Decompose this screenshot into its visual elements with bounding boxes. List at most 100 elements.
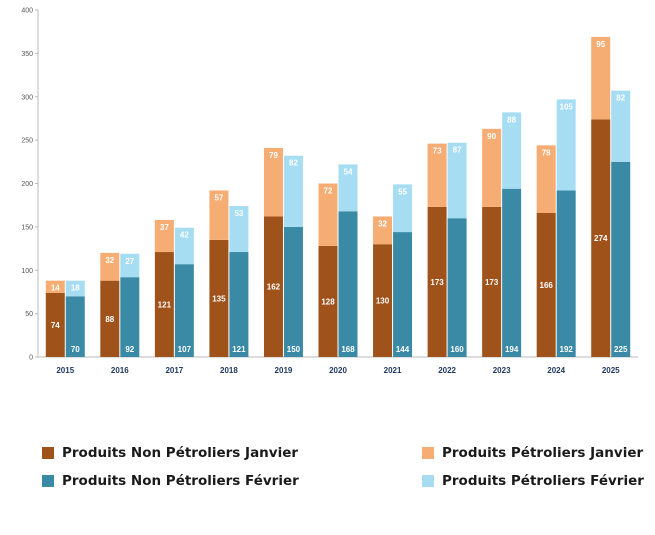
bar-segment xyxy=(209,190,229,240)
bar-segment xyxy=(338,164,358,212)
data-label: 150 xyxy=(287,345,301,354)
bar-segment xyxy=(556,99,576,191)
bar-segment xyxy=(502,112,522,189)
bar-segment xyxy=(447,142,467,219)
data-label: 168 xyxy=(341,345,355,354)
legend-label: Produits Non Pétroliers Janvier xyxy=(62,445,299,461)
bar-segment xyxy=(536,212,556,357)
data-label: 53 xyxy=(234,209,243,218)
legend-label: Produits Pétroliers Février xyxy=(442,473,644,489)
data-label: 72 xyxy=(324,187,333,196)
bar-segment xyxy=(174,227,194,265)
y-tick-label: 350 xyxy=(21,51,33,58)
x-tick-label: 2018 xyxy=(220,366,238,375)
data-label: 92 xyxy=(125,345,134,354)
bar-segment xyxy=(209,239,229,357)
data-label: 160 xyxy=(450,345,464,354)
data-label: 135 xyxy=(212,294,226,303)
data-label: 73 xyxy=(433,147,442,156)
data-label: 162 xyxy=(267,283,281,292)
data-label: 87 xyxy=(453,146,462,155)
x-tick-label: 2016 xyxy=(111,366,129,375)
legend-swatch xyxy=(422,475,434,487)
x-tick-label: 2015 xyxy=(56,366,74,375)
data-label: 90 xyxy=(487,132,496,141)
x-tick-label: 2024 xyxy=(547,366,565,375)
data-label: 14 xyxy=(51,284,60,293)
bar-segment xyxy=(100,252,120,281)
data-label: 79 xyxy=(269,151,278,160)
bar-segment xyxy=(283,226,303,357)
data-label: 130 xyxy=(376,297,390,306)
y-tick-label: 100 xyxy=(21,268,33,275)
data-label: 121 xyxy=(158,301,172,310)
data-label: 82 xyxy=(616,94,625,103)
legend-swatch xyxy=(422,447,434,459)
bar-segment xyxy=(154,219,174,253)
data-label: 173 xyxy=(430,278,444,287)
legend-item-petroliers-fevrier: Produits Pétroliers Février xyxy=(422,473,644,489)
data-label: 225 xyxy=(614,345,628,354)
bar-segment xyxy=(338,211,358,357)
y-tick-label: 150 xyxy=(21,224,33,231)
bar-segment xyxy=(120,253,140,278)
bar-segment xyxy=(318,245,338,357)
data-label: 70 xyxy=(71,345,80,354)
legend-item-petroliers-janvier: Produits Pétroliers Janvier xyxy=(422,445,643,461)
data-label: 121 xyxy=(232,345,246,354)
bar-segment xyxy=(556,190,576,357)
x-tick-label: 2020 xyxy=(329,366,347,375)
bar-segment xyxy=(536,145,556,213)
bar-segment xyxy=(373,244,393,357)
x-tick-label: 2019 xyxy=(275,366,293,375)
bar-segment xyxy=(174,264,194,357)
bar-segment xyxy=(591,119,611,358)
bar-segment xyxy=(393,232,413,357)
legend-item-non-petroliers-fevrier: Produits Non Pétroliers Février xyxy=(42,473,299,489)
data-label: 88 xyxy=(507,115,516,124)
legend-label: Produits Pétroliers Janvier xyxy=(442,445,644,461)
legend-swatch xyxy=(42,447,54,459)
x-tick-label: 2021 xyxy=(384,366,402,375)
data-label: 128 xyxy=(321,297,335,306)
data-label: 194 xyxy=(505,345,519,354)
bar-segment xyxy=(100,280,120,357)
x-tick-label: 2017 xyxy=(165,366,183,375)
bar-segment xyxy=(65,280,85,297)
bar-segment xyxy=(45,280,65,293)
data-label: 32 xyxy=(105,256,114,265)
bar-segment xyxy=(502,188,522,357)
y-tick-label: 0 xyxy=(29,355,33,362)
data-label: 173 xyxy=(485,278,499,287)
data-label: 37 xyxy=(160,223,169,232)
data-label: 107 xyxy=(178,345,192,354)
bar-segment xyxy=(591,36,611,120)
data-label: 74 xyxy=(51,321,60,330)
data-label: 55 xyxy=(398,187,407,196)
data-label: 144 xyxy=(396,345,410,354)
bar-segment xyxy=(229,206,249,253)
data-label: 78 xyxy=(542,148,551,157)
data-label: 192 xyxy=(560,345,574,354)
bar-segment xyxy=(154,252,174,357)
data-label: 27 xyxy=(125,257,134,266)
bar-segment xyxy=(482,206,502,357)
data-label: 54 xyxy=(344,167,353,176)
data-label: 274 xyxy=(594,234,608,243)
bar-segment xyxy=(611,161,631,357)
x-tick-label: 2025 xyxy=(602,366,620,375)
legend-label: Produits Non Pétroliers Février xyxy=(62,473,299,489)
y-tick-label: 50 xyxy=(25,311,33,318)
x-tick-label: 2023 xyxy=(493,366,511,375)
data-label: 95 xyxy=(596,40,605,49)
bar-segment xyxy=(373,216,393,245)
bar-segment xyxy=(229,252,249,357)
data-label: 82 xyxy=(289,159,298,168)
bar-segment xyxy=(45,292,65,357)
bar-segment xyxy=(427,143,447,207)
y-tick-label: 300 xyxy=(21,94,33,101)
bar-segment xyxy=(393,184,413,233)
bar-segment xyxy=(263,147,283,217)
y-tick-label: 400 xyxy=(21,8,33,15)
bar-segment xyxy=(482,128,502,207)
